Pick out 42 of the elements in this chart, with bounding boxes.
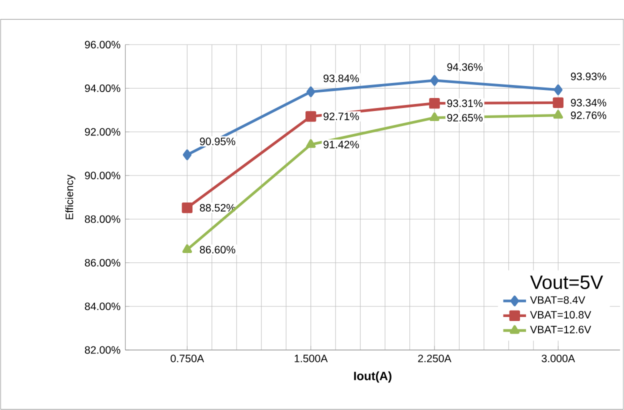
point	[553, 110, 563, 119]
data-label: 93.34%	[570, 98, 606, 106]
point	[430, 75, 439, 86]
data-label: 91.42%	[324, 140, 359, 148]
legend-label: VBAT=8.4V	[530, 296, 586, 304]
point	[182, 202, 193, 214]
point	[306, 139, 316, 148]
data-label: 94.36%	[447, 63, 483, 71]
legend-title: Vout=5V	[530, 276, 604, 290]
data-label: 92.71%	[324, 112, 359, 120]
data-label: 93.93%	[570, 72, 606, 80]
y-tick-label: 96.00%	[84, 40, 120, 48]
point	[554, 84, 562, 96]
y-tick-label: 92.00%	[84, 128, 120, 136]
data-label: 86.60%	[200, 246, 236, 254]
x-tick-label: 3.000A	[542, 354, 576, 362]
x-axis-title: Iout(A)	[354, 371, 392, 383]
y-tick-label: 84.00%	[84, 302, 120, 310]
legend-label: VBAT=12.6V	[530, 326, 592, 334]
data-label: 88.52%	[200, 204, 236, 212]
data-label: 92.65%	[447, 114, 483, 122]
y-tick-label: 86.00%	[84, 258, 120, 267]
y-axis-title: Efficiency	[65, 174, 76, 220]
x-tick-label: 1.500A	[294, 354, 328, 362]
point	[306, 111, 316, 122]
x-tick-label: 0.750A	[170, 354, 204, 362]
point	[182, 149, 192, 160]
data-label: 92.76%	[570, 112, 606, 120]
point	[552, 97, 564, 108]
point	[182, 244, 192, 253]
y-tick-label: 82.00%	[84, 346, 120, 354]
y-tick-label: 88.00%	[84, 215, 120, 223]
legend-label: VBAT=10.8V	[530, 311, 592, 319]
y-tick-label: 94.00%	[84, 84, 120, 92]
data-label: 93.31%	[447, 100, 483, 108]
point	[429, 98, 440, 109]
point	[306, 86, 316, 98]
y-tick-label: 90.00%	[84, 172, 120, 180]
x-tick-label: 2.250A	[418, 354, 452, 362]
data-label: 90.95%	[200, 138, 236, 146]
point	[430, 112, 440, 122]
data-label: 93.84%	[324, 74, 359, 82]
